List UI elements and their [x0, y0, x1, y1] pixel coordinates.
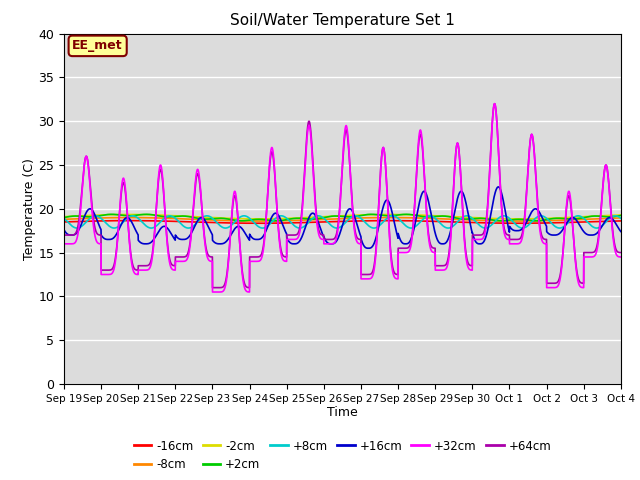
Title: Soil/Water Temperature Set 1: Soil/Water Temperature Set 1: [230, 13, 455, 28]
X-axis label: Time: Time: [327, 407, 358, 420]
Y-axis label: Temperature (C): Temperature (C): [22, 158, 36, 260]
Text: EE_met: EE_met: [72, 39, 123, 52]
Legend: -16cm, -8cm, -2cm, +2cm, +8cm, +16cm, +32cm, +64cm: -16cm, -8cm, -2cm, +2cm, +8cm, +16cm, +3…: [129, 435, 556, 476]
